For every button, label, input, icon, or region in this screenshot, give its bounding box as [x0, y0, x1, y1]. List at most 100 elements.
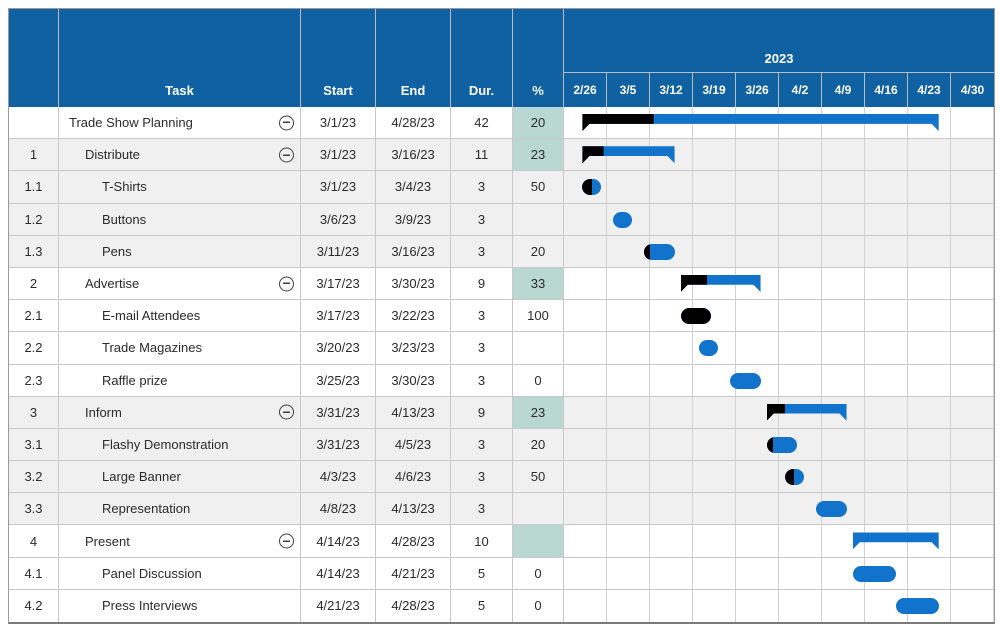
cell-task-name[interactable]: Raffle prize	[59, 364, 301, 396]
cell-percent[interactable]: 100	[513, 300, 564, 332]
cell-end-date[interactable]: 4/28/23	[376, 107, 451, 139]
summary-bar[interactable]	[766, 403, 847, 421]
cell-task-name[interactable]: Press Interviews	[59, 589, 301, 622]
cell-duration[interactable]: 10	[451, 525, 513, 557]
cell-start-date[interactable]: 3/6/23	[301, 203, 376, 235]
cell-duration[interactable]: 3	[451, 171, 513, 203]
cell-duration[interactable]: 3	[451, 428, 513, 461]
cell-end-date[interactable]: 3/9/23	[376, 203, 451, 235]
cell-end-date[interactable]: 3/30/23	[376, 364, 451, 396]
cell-percent[interactable]: 20	[513, 428, 564, 461]
cell-percent[interactable]	[513, 203, 564, 235]
cell-task-id[interactable]: 1.3	[9, 235, 59, 267]
cell-task-id[interactable]	[9, 107, 59, 139]
cell-start-date[interactable]: 4/14/23	[301, 557, 376, 589]
cell-percent[interactable]: 0	[513, 364, 564, 396]
cell-start-date[interactable]: 3/11/23	[301, 235, 376, 267]
cell-end-date[interactable]: 3/16/23	[376, 235, 451, 267]
collapse-minus-icon[interactable]	[279, 533, 294, 549]
cell-start-date[interactable]: 4/3/23	[301, 461, 376, 493]
cell-duration[interactable]: 3	[451, 332, 513, 364]
cell-task-id[interactable]: 4	[9, 525, 59, 557]
cell-task-name[interactable]: Flashy Demonstration	[59, 428, 301, 461]
cell-task-id[interactable]: 2.1	[9, 300, 59, 332]
cell-end-date[interactable]: 3/30/23	[376, 267, 451, 300]
cell-duration[interactable]: 9	[451, 396, 513, 428]
task-bar[interactable]	[785, 469, 804, 486]
cell-start-date[interactable]: 3/31/23	[301, 396, 376, 428]
cell-end-date[interactable]: 3/4/23	[376, 171, 451, 203]
cell-start-date[interactable]: 3/31/23	[301, 428, 376, 461]
cell-percent[interactable]: 33	[513, 267, 564, 300]
cell-task-name[interactable]: Trade Show Planning	[59, 107, 301, 139]
summary-bar[interactable]	[680, 274, 761, 292]
task-bar[interactable]	[680, 308, 712, 325]
cell-percent[interactable]: 50	[513, 171, 564, 203]
cell-task-name[interactable]: T-Shirts	[59, 171, 301, 203]
cell-end-date[interactable]: 4/6/23	[376, 461, 451, 493]
cell-percent[interactable]: 23	[513, 396, 564, 428]
cell-task-id[interactable]: 3.3	[9, 493, 59, 525]
cell-end-date[interactable]: 3/22/23	[376, 300, 451, 332]
cell-end-date[interactable]: 4/5/23	[376, 428, 451, 461]
task-bar[interactable]	[852, 565, 896, 582]
cell-start-date[interactable]: 4/21/23	[301, 589, 376, 622]
cell-task-id[interactable]: 2.2	[9, 332, 59, 364]
cell-end-date[interactable]: 4/13/23	[376, 396, 451, 428]
task-bar[interactable]	[895, 597, 939, 614]
cell-task-name[interactable]: Advertise	[59, 267, 301, 300]
cell-percent[interactable]: 20	[513, 107, 564, 139]
cell-end-date[interactable]: 3/16/23	[376, 139, 451, 171]
cell-duration[interactable]: 3	[451, 203, 513, 235]
cell-end-date[interactable]: 4/28/23	[376, 525, 451, 557]
summary-bar[interactable]	[582, 146, 674, 164]
cell-percent[interactable]	[513, 332, 564, 364]
cell-duration[interactable]: 11	[451, 139, 513, 171]
cell-task-id[interactable]: 3.1	[9, 428, 59, 461]
cell-task-id[interactable]: 1	[9, 139, 59, 171]
cell-task-id[interactable]: 4.2	[9, 589, 59, 622]
cell-task-id[interactable]: 1.1	[9, 171, 59, 203]
cell-percent[interactable]: 50	[513, 461, 564, 493]
cell-duration[interactable]: 42	[451, 107, 513, 139]
cell-end-date[interactable]: 4/21/23	[376, 557, 451, 589]
cell-start-date[interactable]: 4/8/23	[301, 493, 376, 525]
cell-task-id[interactable]: 1.2	[9, 203, 59, 235]
cell-task-name[interactable]: Trade Magazines	[59, 332, 301, 364]
cell-start-date[interactable]: 3/17/23	[301, 300, 376, 332]
task-bar[interactable]	[613, 211, 632, 228]
cell-duration[interactable]: 3	[451, 364, 513, 396]
summary-bar[interactable]	[582, 114, 938, 131]
cell-percent[interactable]: 0	[513, 557, 564, 589]
cell-start-date[interactable]: 3/1/23	[301, 171, 376, 203]
cell-duration[interactable]: 3	[451, 300, 513, 332]
cell-percent[interactable]: 20	[513, 235, 564, 267]
cell-percent[interactable]	[513, 493, 564, 525]
cell-task-name[interactable]: Present	[59, 525, 301, 557]
cell-percent[interactable]	[513, 525, 564, 557]
cell-task-name[interactable]: Panel Discussion	[59, 557, 301, 589]
cell-task-id[interactable]: 4.1	[9, 557, 59, 589]
cell-task-name[interactable]: Buttons	[59, 203, 301, 235]
cell-start-date[interactable]: 3/20/23	[301, 332, 376, 364]
collapse-minus-icon[interactable]	[279, 404, 294, 420]
cell-task-id[interactable]: 3.2	[9, 461, 59, 493]
cell-task-name[interactable]: E-mail Attendees	[59, 300, 301, 332]
cell-duration[interactable]: 5	[451, 557, 513, 589]
cell-task-name[interactable]: Large Banner	[59, 461, 301, 493]
cell-end-date[interactable]: 4/13/23	[376, 493, 451, 525]
cell-duration[interactable]: 9	[451, 267, 513, 300]
summary-bar[interactable]	[853, 532, 939, 549]
collapse-minus-icon[interactable]	[279, 276, 294, 292]
cell-task-name[interactable]: Representation	[59, 493, 301, 525]
cell-duration[interactable]: 3	[451, 235, 513, 267]
task-bar[interactable]	[643, 243, 675, 260]
task-bar[interactable]	[766, 436, 798, 453]
cell-percent[interactable]: 23	[513, 139, 564, 171]
cell-start-date[interactable]: 3/1/23	[301, 107, 376, 139]
cell-task-id[interactable]: 2	[9, 267, 59, 300]
task-bar[interactable]	[815, 501, 847, 518]
cell-duration[interactable]: 5	[451, 589, 513, 622]
task-bar[interactable]	[729, 372, 761, 389]
cell-start-date[interactable]: 3/25/23	[301, 364, 376, 396]
